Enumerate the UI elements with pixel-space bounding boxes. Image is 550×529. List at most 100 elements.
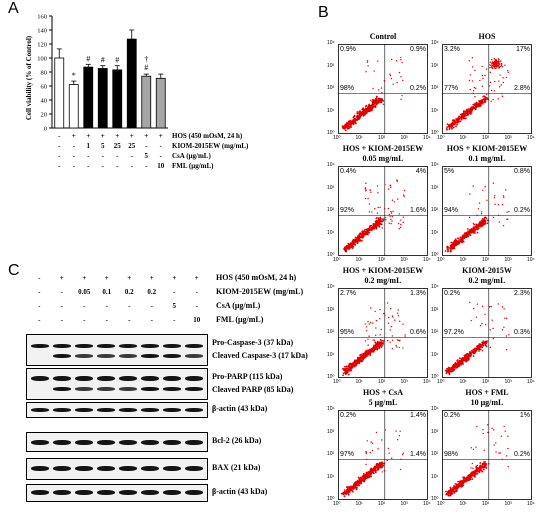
quadrant-percent: 0.2% xyxy=(514,206,530,214)
y-tick-label: 10⁴ xyxy=(431,284,439,290)
flow-dot xyxy=(374,471,377,474)
flow-dot xyxy=(378,347,381,350)
x-tick-label: 10⁴ xyxy=(423,501,431,507)
y-tick-label: 10² xyxy=(327,207,335,213)
flow-dot xyxy=(377,448,379,450)
flow-dot xyxy=(474,351,476,354)
x-tick-label: 10¹ xyxy=(459,135,467,141)
flow-dot xyxy=(399,339,401,342)
flow-dot xyxy=(483,342,485,345)
flow-dot xyxy=(361,234,364,237)
flow-plot-title: 0.2 mg/mL xyxy=(468,276,506,285)
flow-dot xyxy=(387,447,390,450)
flow-dot xyxy=(370,109,373,111)
bar xyxy=(141,75,152,129)
flow-dot xyxy=(374,106,377,108)
flow-dot xyxy=(365,182,367,184)
flow-dot xyxy=(446,491,449,494)
flow-dot xyxy=(346,490,349,492)
flow-dot xyxy=(370,467,373,470)
blot-strip xyxy=(26,368,208,400)
flow-dot xyxy=(492,216,495,219)
y-tick-label: 10² xyxy=(431,451,439,457)
quadrant-percent: 98% xyxy=(444,450,459,458)
flow-dot xyxy=(462,117,465,120)
flow-dot xyxy=(505,335,508,337)
flow-dot xyxy=(488,63,490,66)
flow-dot xyxy=(404,334,406,336)
flow-dot xyxy=(351,490,354,493)
x-tick-label: 10¹ xyxy=(459,501,467,507)
flow-dot xyxy=(483,461,485,464)
flow-dot xyxy=(502,77,504,79)
flow-dot xyxy=(391,199,394,201)
flow-dot xyxy=(493,429,495,431)
flow-dot xyxy=(485,68,488,70)
quadrant-percent: 1.4% xyxy=(410,412,426,419)
flow-dot xyxy=(496,63,498,65)
flow-dot xyxy=(464,235,467,238)
condition-cell: - xyxy=(159,142,162,150)
flow-dot xyxy=(360,477,362,480)
condition-label: FML (μg/mL) xyxy=(172,162,214,170)
flow-dot xyxy=(377,60,379,62)
flow-dot xyxy=(448,491,451,494)
flow-dot xyxy=(482,189,484,192)
flow-dot xyxy=(474,108,477,111)
condition-cell: - xyxy=(105,316,108,324)
flow-dot xyxy=(359,112,361,115)
flow-dot xyxy=(495,451,497,453)
flow-dot xyxy=(483,466,485,468)
flow-dot xyxy=(390,222,392,225)
blot-band xyxy=(163,376,181,381)
flow-dot xyxy=(508,210,510,213)
flow-dot xyxy=(369,352,371,355)
flow-dot xyxy=(379,343,382,346)
condition-label: KIOM-2015EW (mg/mL) xyxy=(172,142,249,150)
flow-dot xyxy=(371,347,374,350)
flow-dot xyxy=(364,109,367,111)
flow-dot xyxy=(380,466,383,469)
flow-dot xyxy=(347,246,350,249)
flow-dot xyxy=(484,185,486,188)
flow-plot-title: Control xyxy=(369,32,397,41)
flow-dot xyxy=(501,66,504,68)
flow-dot xyxy=(377,220,379,223)
flow-dot xyxy=(380,87,383,89)
flow-dot xyxy=(368,211,371,213)
flow-dot xyxy=(344,250,347,253)
flow-dot xyxy=(508,334,510,336)
flow-dot xyxy=(369,228,372,231)
condition-cell: - xyxy=(116,162,119,170)
flow-dot xyxy=(451,367,453,370)
condition-cell: - xyxy=(83,316,86,324)
x-tick-label: 10⁰ xyxy=(437,501,445,507)
flow-dot xyxy=(352,120,355,123)
blot-band xyxy=(53,408,71,412)
flow-cytometry-plot xyxy=(338,410,428,500)
flow-dot xyxy=(493,444,495,446)
condition-cell: - xyxy=(105,302,108,310)
flow-dot xyxy=(364,353,367,356)
flow-dot xyxy=(472,448,475,451)
quadrant-percent: 95% xyxy=(340,328,355,336)
blot-band xyxy=(97,387,115,391)
flow-dot xyxy=(451,119,454,122)
flow-dot xyxy=(402,452,404,455)
flow-dot xyxy=(499,452,501,454)
x-tick-label: 10¹ xyxy=(459,379,467,385)
flow-dot xyxy=(367,106,370,109)
flow-dot xyxy=(492,337,495,340)
flow-dot xyxy=(475,316,478,318)
flow-dot xyxy=(458,357,461,359)
bar xyxy=(54,57,65,129)
flow-dot xyxy=(450,241,453,244)
x-tick-label: 10² xyxy=(378,135,386,141)
flow-dot xyxy=(474,471,477,474)
flow-dot xyxy=(375,342,378,345)
flow-dot xyxy=(378,225,381,228)
condition-cell: - xyxy=(159,152,162,160)
condition-label: HOS (450 mOsM, 24 h) xyxy=(172,132,243,140)
blot-band xyxy=(75,408,93,412)
flow-dot xyxy=(365,190,367,192)
